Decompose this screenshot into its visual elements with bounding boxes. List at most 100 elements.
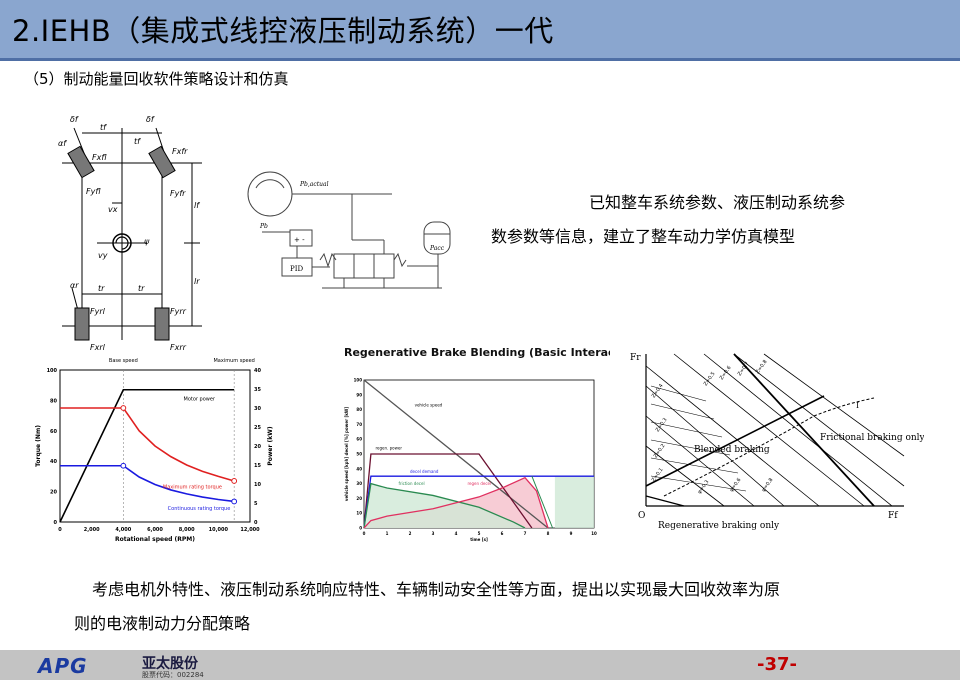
- label-alpha-r: αr: [70, 281, 79, 290]
- y2-tick-label: 30: [254, 406, 261, 412]
- series-line-regen-power: [363, 453, 533, 529]
- y-tick-label: 40: [50, 459, 57, 465]
- annotation-max-torque: Maximum rating torque: [163, 485, 222, 491]
- company-name: 亚太股份: [142, 656, 198, 672]
- bottom-text-line-1: 考虑电机外特性、液压制动系统响应特性、车辆制动安全性等方面，提出以实现最大回收效…: [92, 580, 781, 599]
- z-constant-line: [703, 353, 893, 507]
- label-pid: PID: [290, 265, 303, 273]
- y-tick-label: 10: [356, 511, 362, 516]
- y-tick-label: 30: [356, 481, 362, 486]
- series-line-regen-decel: [363, 476, 549, 529]
- label-fxrr: Fxrr: [170, 343, 187, 352]
- region-blended: Blended braking: [694, 445, 770, 455]
- label-fxfl: Fxfl: [92, 153, 107, 162]
- regen-limit-line: [645, 395, 825, 487]
- x-tick-label: 9: [570, 531, 573, 536]
- y-tick-label: 60: [50, 429, 57, 435]
- z-constant-line: [673, 353, 865, 507]
- label-tr-left: tr: [98, 284, 105, 293]
- label-pb-actual: Pb,actual: [299, 181, 329, 188]
- sum-node-symbols: + -: [294, 236, 305, 244]
- rear-right-wheel: [154, 307, 170, 341]
- hatch-line: [650, 439, 731, 456]
- motor-characteristic-chart: 0 2,000 4,000 6,000 8,000 10,000 12,0000204060…: [35, 358, 274, 543]
- z-constant-line: [733, 353, 905, 487]
- y2-tick-label: 25: [254, 425, 261, 431]
- y-tick-label: 20: [356, 496, 362, 501]
- x-tick-label: 2: [409, 531, 412, 536]
- y2-tick-label: 10: [254, 482, 261, 488]
- y-tick-label: 40: [356, 466, 362, 471]
- y2-tick-label: 20: [254, 444, 261, 450]
- hatch-line: [650, 475, 747, 492]
- label-alpha-f: αf: [58, 139, 67, 148]
- label-lf: lf: [194, 201, 200, 210]
- regen-blending-chart: Regenerative Brake Blending (Basic Inter…: [344, 346, 610, 542]
- series-line-friction-decel: [363, 482, 526, 529]
- annotation-regen-power: regen. power: [376, 446, 403, 451]
- hatch-line: [650, 403, 715, 420]
- y2-tick-label: 15: [254, 463, 261, 469]
- y2-tick-label: 0: [254, 520, 258, 526]
- hatch-line: [650, 421, 723, 438]
- friction-tail-area: [554, 476, 594, 528]
- y-tick-label: 0: [54, 520, 58, 526]
- x-tick-label: 10,000: [209, 527, 229, 533]
- z-label: Z=0.8: [755, 359, 769, 375]
- right-text-line-1: 已知整车系统参数、液压制动系统参: [589, 193, 846, 212]
- hatch-line: [650, 385, 707, 402]
- label-vy: vy: [98, 251, 108, 260]
- label-vx: vx: [108, 205, 118, 214]
- series-line-continuous-rating-torque: [60, 464, 235, 503]
- y-tick-label: 80: [50, 398, 57, 404]
- rear-left-wheel: [74, 307, 90, 341]
- annotation-friction-decel: friction decel: [399, 481, 425, 486]
- region-frictional-only: Frictional braking only: [820, 433, 924, 443]
- x-tick-label: 1: [386, 531, 389, 536]
- curve-label-i: I: [856, 401, 859, 410]
- x-tick-label: 0: [363, 531, 366, 536]
- label-pb: Pb: [259, 223, 268, 230]
- title-bar: 2.IEHB（集成式线控液压制动系统）一代: [0, 0, 960, 58]
- friction-rise-line: [531, 476, 554, 529]
- data-point: [120, 405, 127, 411]
- hydraulic-schematic: Pb,actual Pb PID Pacc + -: [247, 171, 451, 289]
- x-tick-label: 2,000: [84, 527, 100, 533]
- label-fxrl: Fxrl: [90, 343, 106, 352]
- label-fyfr: Fyfr: [170, 189, 186, 198]
- x-tick-label: 8,000: [179, 527, 195, 533]
- x-axis-label: Ff: [888, 511, 898, 521]
- apg-logo: APG: [38, 654, 88, 678]
- x-axis-label: time [s]: [470, 537, 488, 542]
- y-tick-label: 100: [47, 368, 58, 374]
- x-tick-label: 4: [455, 531, 458, 536]
- annotation-cont-torque: Continuous rating torque: [168, 506, 231, 512]
- x-tick-label: 3: [432, 531, 435, 536]
- annotation-motor-power: Motor power: [184, 396, 216, 402]
- data-point: [120, 462, 127, 469]
- label-fyfl: Fyfl: [86, 187, 101, 196]
- x-tick-label: 4,000: [115, 527, 131, 533]
- x-tick-label: 6: [501, 531, 504, 536]
- front-left-wheel: [67, 145, 95, 179]
- y2-tick-label: 40: [254, 368, 261, 374]
- label-delta-f-right: δf: [146, 115, 155, 124]
- page-number: -37-: [757, 654, 797, 675]
- y-axis-label: Fr: [630, 353, 641, 363]
- yaw-center: [112, 233, 132, 253]
- x-axis-label: Rotational speed (RPM): [115, 536, 195, 543]
- label-lr: lr: [194, 277, 200, 286]
- footer-bar: APG 亚太股份 股票代码：002284 -37-: [0, 650, 960, 680]
- z-constant-line: [645, 445, 725, 507]
- x-tick-label: 12,000: [240, 527, 260, 533]
- annotation-base-speed: Base speed: [109, 358, 138, 364]
- label-fxfr: Fxfr: [172, 147, 188, 156]
- label-fyrl: Fyrl: [90, 307, 106, 316]
- annotation-decel-demand: decel demand: [410, 469, 439, 474]
- y2-axis-label: Power (kW): [267, 426, 274, 466]
- label-pacc: Pacc: [429, 245, 445, 252]
- label-tr-right: tr: [138, 284, 145, 293]
- z-label: Z=0.5: [703, 371, 717, 387]
- annotation-vehicle-speed: vehicle speed: [415, 403, 443, 408]
- y-tick-label: 80: [356, 407, 362, 412]
